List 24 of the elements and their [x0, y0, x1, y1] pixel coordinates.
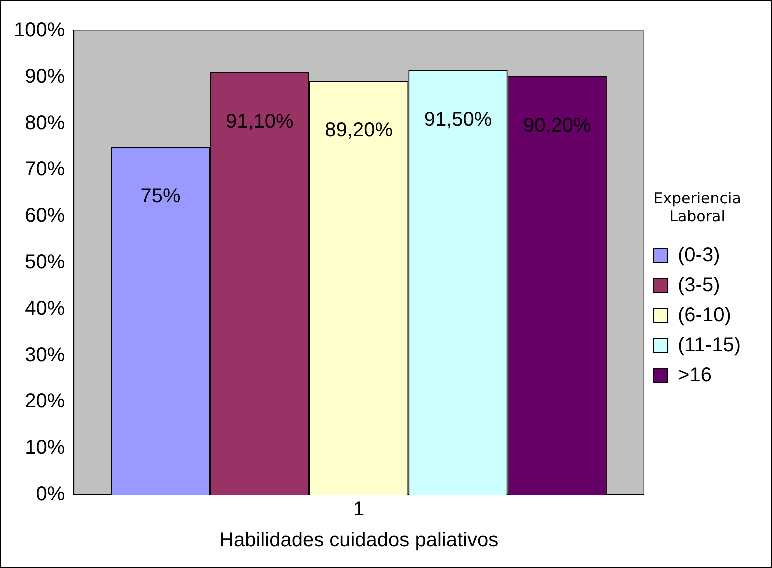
legend-label: >16 — [678, 364, 712, 387]
legend-label: (6-10) — [678, 304, 732, 327]
legend-label: (0-3) — [678, 244, 720, 267]
data-label: 90,20% — [523, 114, 592, 137]
y-tick-label: 50% — [25, 252, 66, 274]
y-tick-label: 20% — [25, 390, 66, 413]
y-tick-label: 100% — [14, 20, 66, 42]
x-axis-title: Habilidades cuidados paliativos — [220, 530, 499, 552]
y-tick-label: 70% — [25, 158, 66, 181]
legend-label: (11-15) — [678, 334, 742, 357]
y-tick-label: 10% — [25, 437, 66, 460]
y-tick-label: 40% — [25, 298, 66, 320]
y-tick-label: 90% — [25, 66, 66, 88]
legend-label: (3-5) — [678, 274, 720, 297]
y-tick-label: 0% — [36, 484, 66, 506]
data-label: 91,50% — [424, 108, 492, 131]
data-label: 91,10% — [226, 110, 294, 133]
legend-title: Experiencia Laboral — [654, 189, 742, 226]
data-label: 89,20% — [325, 120, 394, 142]
y-tick-label: 80% — [25, 112, 66, 134]
x-tick-label: 1 — [354, 498, 365, 521]
y-tick-label: 60% — [25, 205, 66, 228]
y-tick-label: 30% — [25, 344, 66, 366]
data-label: 75% — [140, 186, 181, 208]
